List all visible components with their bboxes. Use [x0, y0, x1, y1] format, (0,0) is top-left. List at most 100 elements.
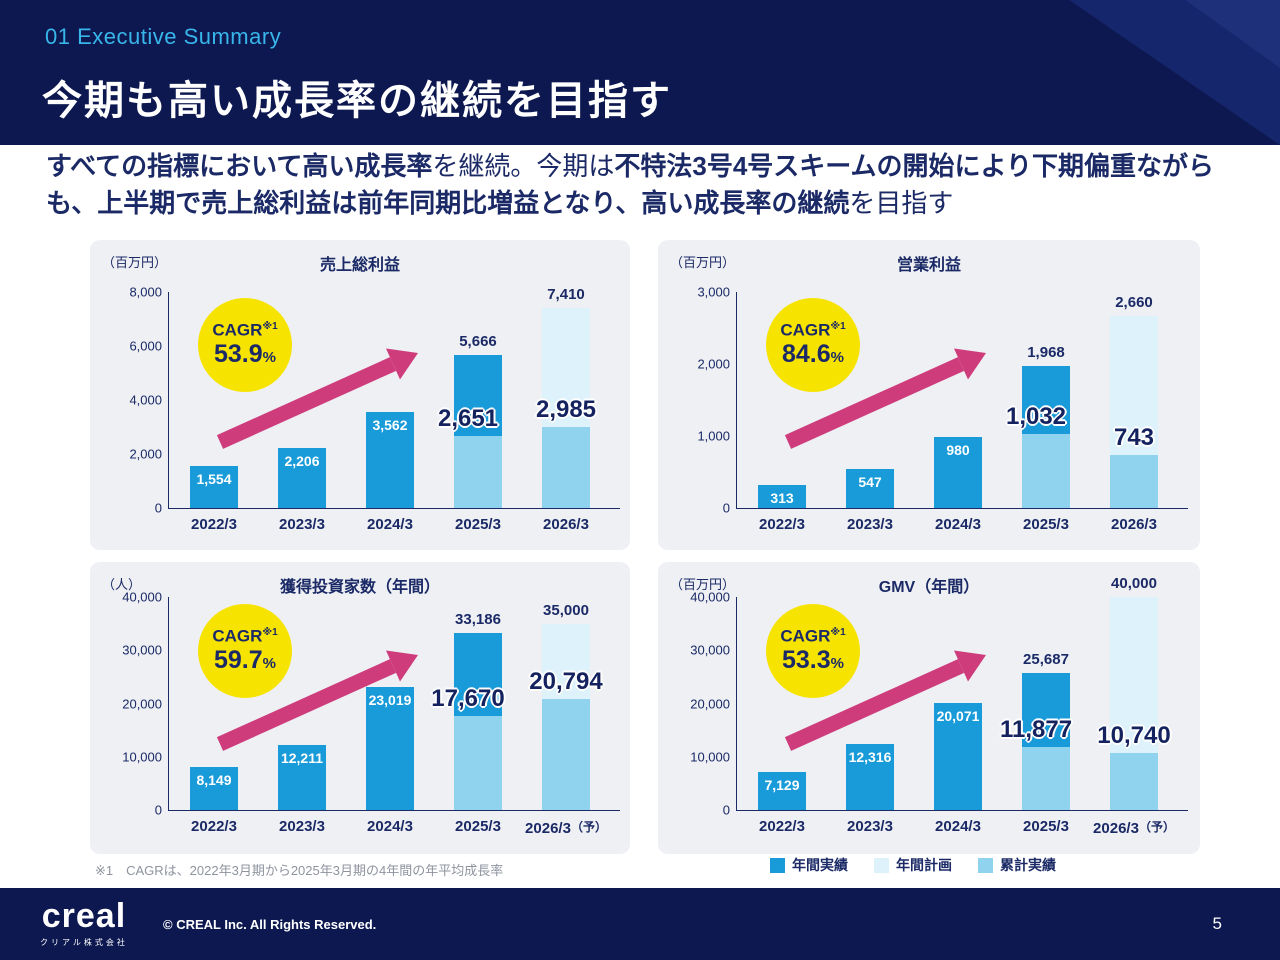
lead-segment: を目指す: [849, 187, 954, 218]
page-number: 5: [1212, 914, 1222, 933]
lead-segment: すべての指標において高い成長率: [46, 151, 433, 181]
x-axis-baseline: [736, 810, 1188, 811]
bar-value-label: 1,968: [1027, 344, 1065, 362]
legend-item-annual-plan: 年間計画: [874, 855, 952, 875]
slide-header: 01 Executive Summary 今期も高い成長率の継続を目指す: [0, 0, 1280, 145]
bar-value-label: 2,206: [284, 453, 320, 470]
y-axis-tick: 4,000: [129, 392, 162, 408]
y-axis-tick: 2,000: [697, 356, 730, 372]
y-axis-tick: 0: [154, 500, 162, 516]
y-axis-tick: 20,000: [122, 696, 162, 711]
legend-swatch-cumulative-actual: [978, 857, 993, 873]
chart-title: 営業利益: [896, 257, 961, 274]
bar-plot: 40,000 30,000 20,000 10,000 0 2022/3 7,129 2023…: [658, 562, 1200, 854]
cagr-badge: CAGR※1 53.9%: [198, 298, 292, 392]
y-axis-tick: 10,000: [122, 749, 162, 765]
y-axis-tick: 6,000: [129, 338, 162, 354]
bar-annual-actual: [758, 485, 806, 508]
bar-value-label: 25,687: [1023, 651, 1069, 669]
bar-value-label: 2,660: [1115, 294, 1153, 312]
x-category-label: 2023/3: [279, 818, 325, 835]
lead-paragraph: すべての指標において高い成長率を継続。今期は不特法3号4号スキームの開始により下…: [46, 148, 1234, 222]
x-category-label: 2025/3: [455, 516, 501, 533]
bar-annual-actual: [366, 687, 414, 810]
cagr-label: CAGR※1: [212, 626, 278, 646]
creal-logo-text: creal: [41, 897, 127, 935]
chart-legend: 年間実績 年間計画 累計実績: [770, 855, 1056, 875]
h1-cumulative-value-label: 10,740: [1097, 721, 1171, 749]
legend-swatch-annual-actual: [770, 857, 785, 873]
h1-cumulative-value-label: 743: [1113, 423, 1155, 451]
h1-cumulative-value-label: 17,670: [431, 684, 505, 712]
bar-annual-actual: [190, 466, 238, 508]
forecast-marker: （予）: [570, 820, 607, 834]
legend-label: 年間計画: [896, 857, 952, 873]
bar-value-label: 7,129: [764, 777, 800, 794]
y-axis-tick: 30,000: [122, 642, 162, 658]
x-category-label: 2022/3: [759, 516, 805, 533]
bar-value-label: 313: [770, 490, 794, 507]
chart-panel-investors: （人） 獲得投資家数（年間） CAGR※1 59.7% 40,000 30,000…: [90, 562, 630, 854]
bar-value-label: 3,562: [372, 416, 408, 433]
h1-cumulative-value-label: 20,794: [529, 668, 603, 696]
creal-logo-subtext: クリアル株式会社: [40, 938, 128, 947]
cagr-value: 53.3%: [781, 646, 844, 675]
bar-annual-actual: [278, 744, 326, 810]
h1-cumulative-value-label: 11,877: [999, 715, 1073, 743]
x-category-label: 2024/3: [367, 818, 413, 835]
bar-annual-actual: [190, 766, 238, 810]
y-axis-tick: 8,000: [129, 284, 162, 300]
chart-title: 獲得投資家数（年間）: [279, 579, 440, 596]
x-category-label: 2022/3: [191, 516, 237, 533]
bar-value-label: 1,554: [196, 471, 232, 488]
bar-value-label: 12,316: [848, 749, 892, 766]
legend-item-cumulative-actual: 累計実績: [978, 855, 1056, 875]
bar-annual-actual: [278, 448, 326, 508]
percent-sign: %: [262, 655, 276, 673]
section-label: 01 Executive Summary: [45, 24, 282, 49]
growth-arrow-icon: [216, 650, 418, 751]
footnote: ※1 CAGRは、2022年3月期から2025年3月期の4年間の年平均成長率: [95, 863, 504, 878]
copyright-text: © CREAL Inc. All Rights Reserved.: [163, 917, 377, 932]
cagr-value: 59.7%: [213, 646, 276, 675]
y-axis-tick: 40,000: [122, 589, 162, 605]
x-category-label: 2026/3（予）: [525, 820, 607, 837]
lead-segment: 不特法3号4号スキームの開始により下期偏重ながらも、上半期で売上総利益は前年同期…: [46, 151, 1215, 218]
bar-value-label: 8,149: [196, 771, 232, 788]
bar-annual-actual: [934, 703, 982, 810]
y-axis-tick: 0: [154, 802, 162, 818]
x-category-label: 2023/3: [279, 516, 325, 533]
y-axis-line: [168, 597, 169, 810]
bar-annual-actual: [846, 468, 894, 508]
bar-value-label: 33,186: [455, 611, 501, 629]
h1-cumulative-value-label: 2,651: [437, 405, 499, 433]
bar-value-label: 40,000: [1111, 575, 1157, 592]
y-axis-tick: 3,000: [697, 284, 730, 300]
x-category-label: 2022/3: [191, 818, 237, 835]
bar-annual-actual: [846, 744, 894, 810]
cagr-value: 53.9%: [213, 340, 276, 369]
y-axis-tick: 0: [722, 802, 730, 818]
cagr-label: CAGR※1: [212, 320, 278, 340]
percent-sign: %: [262, 349, 276, 367]
cagr-badge: CAGR※1 53.3%: [766, 604, 860, 698]
bar-value-label: 7,410: [547, 285, 585, 303]
cagr-footnote-marker: ※1: [262, 320, 278, 332]
chart-panel-gmv: （百万円） GMV（年間） CAGR※1 53.3% 40,000 30,000 2…: [658, 562, 1200, 854]
y-axis-tick: 1,000: [697, 428, 730, 444]
y-axis-tick: 2,000: [129, 446, 162, 462]
bar-plot: 3,000 2,000 1,000 0 2022/3 313 2023/3 547 2024/3…: [658, 240, 1200, 550]
x-category-label: 2025/3: [1023, 516, 1069, 533]
cagr-footnote-marker: ※1: [830, 320, 846, 332]
cagr-badge: CAGR※1 84.6%: [766, 298, 860, 392]
creal-logo: creal クリアル株式会社: [40, 899, 128, 948]
x-axis-baseline: [168, 508, 620, 509]
chart-unit-label: （百万円）: [670, 577, 736, 592]
percent-sign: %: [830, 349, 844, 367]
percent-sign: %: [830, 655, 844, 673]
bar-annual-actual: [366, 411, 414, 508]
legend-swatch-annual-plan: [874, 857, 889, 873]
x-category-label: 2024/3: [367, 516, 413, 533]
bar-plot: 40,000 30,000 20,000 10,000 0 2022/3 8,149 2023…: [90, 562, 630, 854]
